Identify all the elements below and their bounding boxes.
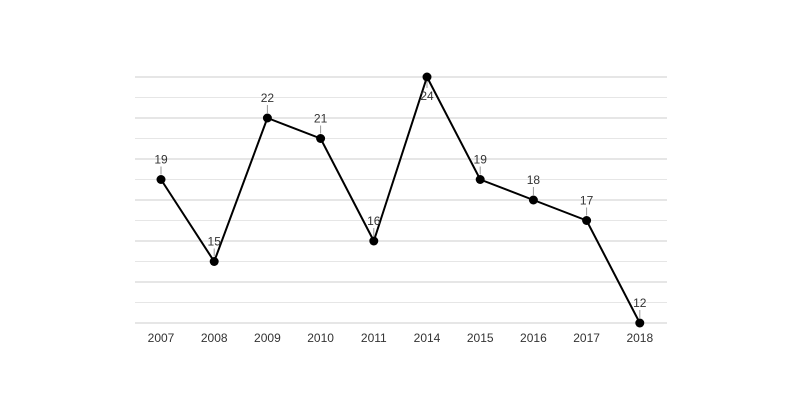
x-tick-label: 2016 bbox=[520, 331, 547, 345]
data-point bbox=[422, 72, 432, 82]
data-point bbox=[262, 113, 272, 123]
series-line bbox=[160, 74, 641, 324]
data-labels: 19 15 22 21 16 24 19 18 17 12 bbox=[154, 82, 647, 318]
data-label: 18 bbox=[527, 173, 541, 187]
data-point bbox=[528, 195, 538, 205]
x-tick-label: 2014 bbox=[414, 331, 441, 345]
data-point bbox=[156, 175, 166, 184]
x-tick-label: 2018 bbox=[626, 331, 653, 345]
x-tick-label: 2007 bbox=[148, 331, 175, 345]
data-point bbox=[635, 318, 645, 328]
data-label: 12 bbox=[633, 296, 647, 310]
data-point bbox=[369, 236, 379, 246]
data-point bbox=[209, 257, 219, 266]
x-tick-label: 2008 bbox=[201, 331, 228, 345]
data-point bbox=[316, 134, 326, 143]
x-tick-label: 2009 bbox=[254, 331, 281, 345]
x-tick-label: 2011 bbox=[361, 331, 387, 345]
series bbox=[156, 72, 645, 328]
x-tick-label: 2010 bbox=[307, 331, 334, 345]
data-point bbox=[475, 175, 485, 184]
data-label: 15 bbox=[208, 235, 222, 249]
data-label: 22 bbox=[261, 91, 275, 105]
x-tick-label: 2017 bbox=[573, 331, 600, 345]
data-label: 19 bbox=[154, 153, 168, 167]
data-label: 17 bbox=[580, 194, 594, 208]
x-axis: 2007 2008 2009 2010 2011 2014 2015 2016 2017 2018 bbox=[135, 322, 667, 345]
data-label: 21 bbox=[314, 112, 328, 126]
data-label: 24 bbox=[420, 89, 434, 103]
data-label: 16 bbox=[367, 214, 381, 228]
data-point bbox=[582, 216, 592, 225]
data-label: 19 bbox=[474, 153, 488, 167]
x-tick-label: 2015 bbox=[467, 331, 494, 345]
